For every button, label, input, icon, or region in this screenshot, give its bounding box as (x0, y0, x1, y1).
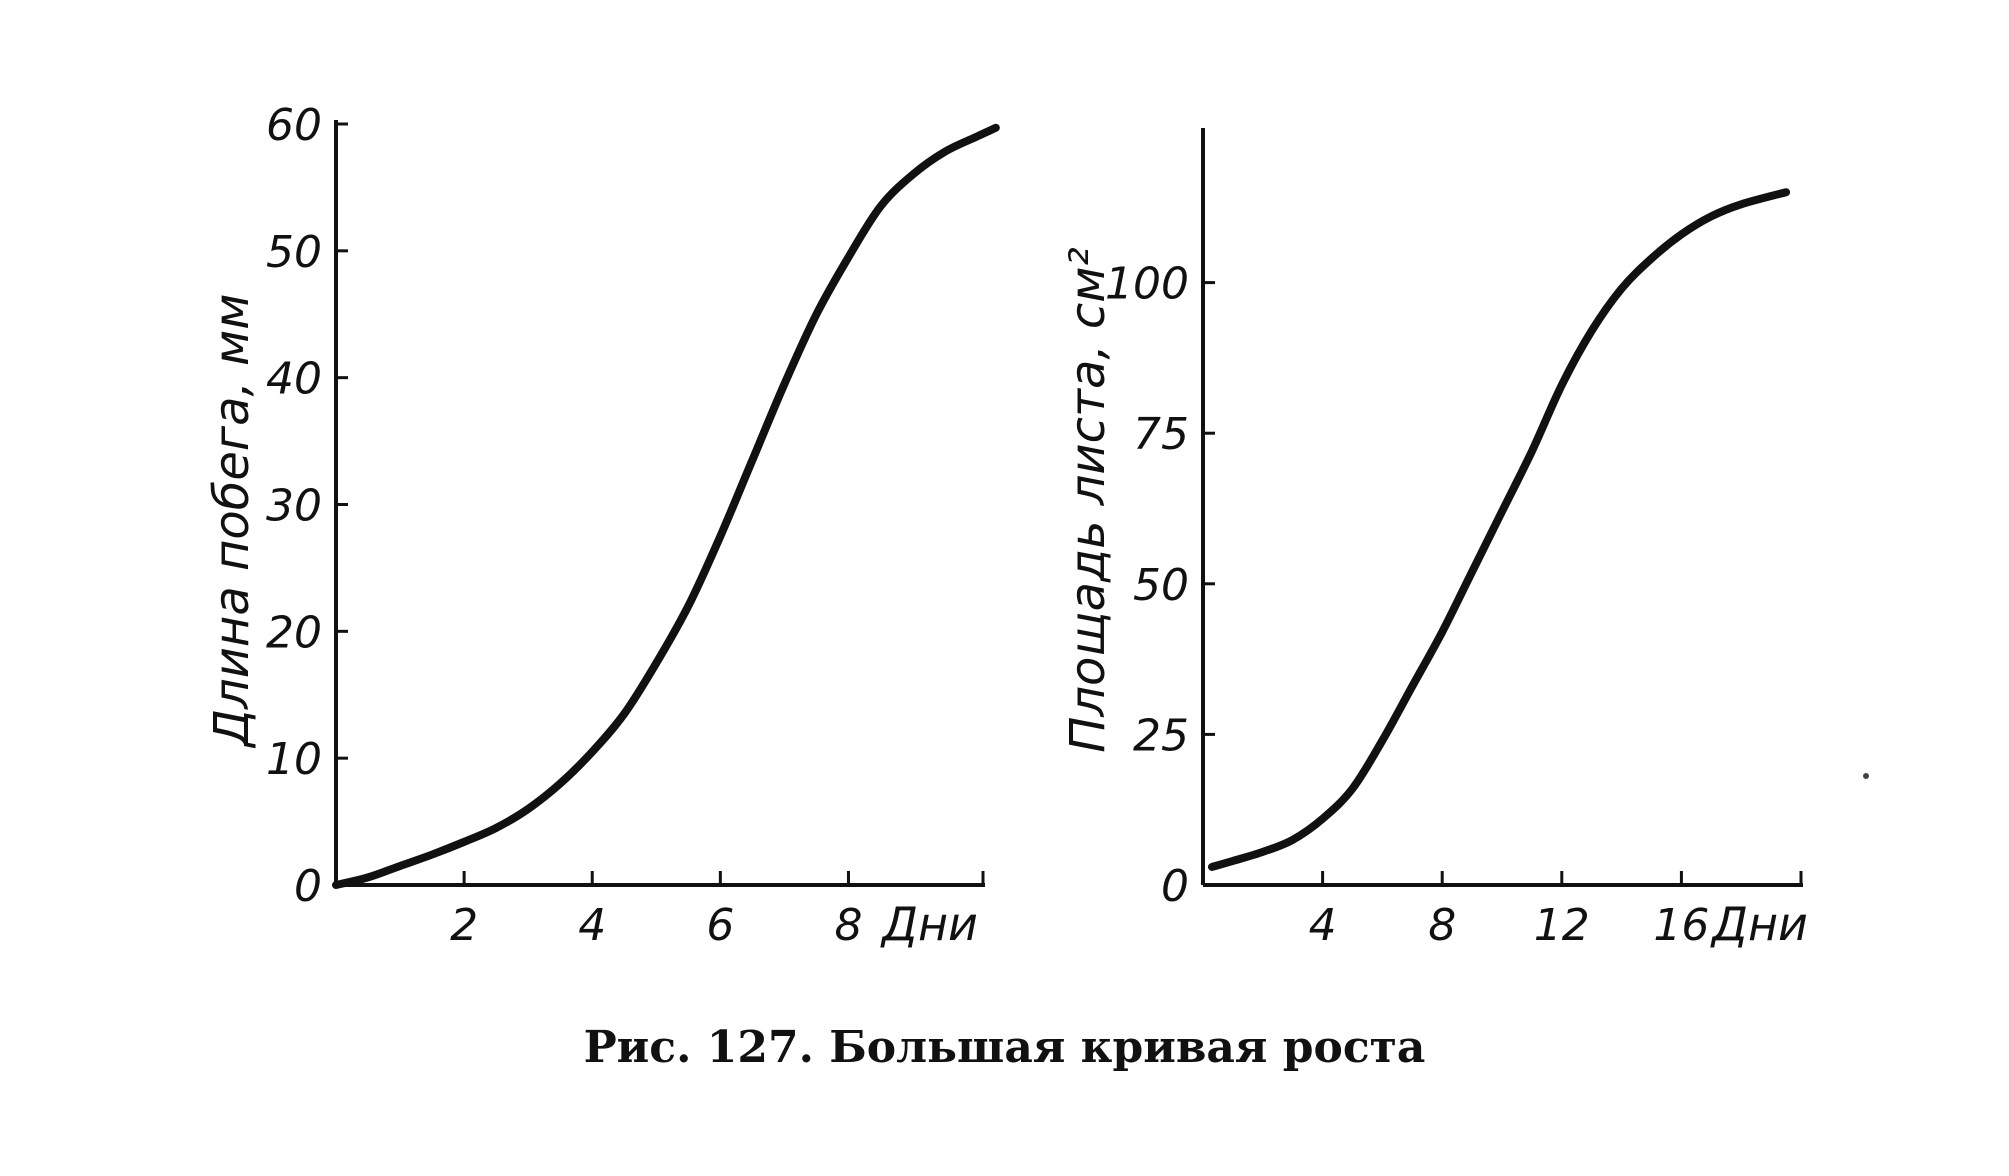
y-axis-label: Длина побега, мм (204, 294, 260, 749)
stray-dot (1863, 773, 1869, 779)
y-tick-label: 30 (266, 481, 322, 532)
x-tick-label: 6 (706, 900, 734, 951)
x-tick-label: 4 (578, 900, 606, 951)
y-tick-label: 25 (1133, 710, 1189, 761)
y-tick-label: 75 (1133, 409, 1189, 460)
y-tick-label: 60 (266, 100, 322, 151)
x-tick-label: 2 (450, 900, 478, 951)
x-tick-label: 4 (1309, 900, 1337, 951)
y-axis-label: Площадь листа, см² (1060, 247, 1116, 753)
y-tick-label: 20 (266, 607, 322, 658)
growth-curve-line (332, 123, 1000, 889)
y-tick-label: 40 (266, 354, 322, 405)
growth-curve-line (1207, 188, 1791, 871)
x-tick-label: 12 (1534, 900, 1590, 951)
figure-caption: Рис. 127. Большая кривая роста (583, 1022, 1426, 1073)
y-tick-label: 100 (1105, 259, 1189, 310)
y-tick-label: 10 (266, 734, 322, 785)
y-tick-label: 50 (266, 227, 322, 278)
x-unit-label: Дни (880, 897, 978, 951)
shoot-length-chart: 0 10 20 30 40 50 60 2 4 6 8 Дни Длина побега, мм (204, 100, 1000, 951)
x-unit-label: Дни (1710, 897, 1808, 951)
y-tick-label: 50 (1133, 560, 1189, 611)
y-tick-label: 0 (1161, 861, 1189, 912)
y-tick-label: 0 (294, 861, 322, 912)
x-tick-label: 8 (834, 900, 862, 951)
leaf-area-chart: 0 25 50 75 100 4 8 12 16 Дни Площадь листа, см² (1060, 128, 1808, 951)
x-tick-label: 16 (1653, 900, 1709, 951)
x-tick-label: 8 (1428, 900, 1456, 951)
